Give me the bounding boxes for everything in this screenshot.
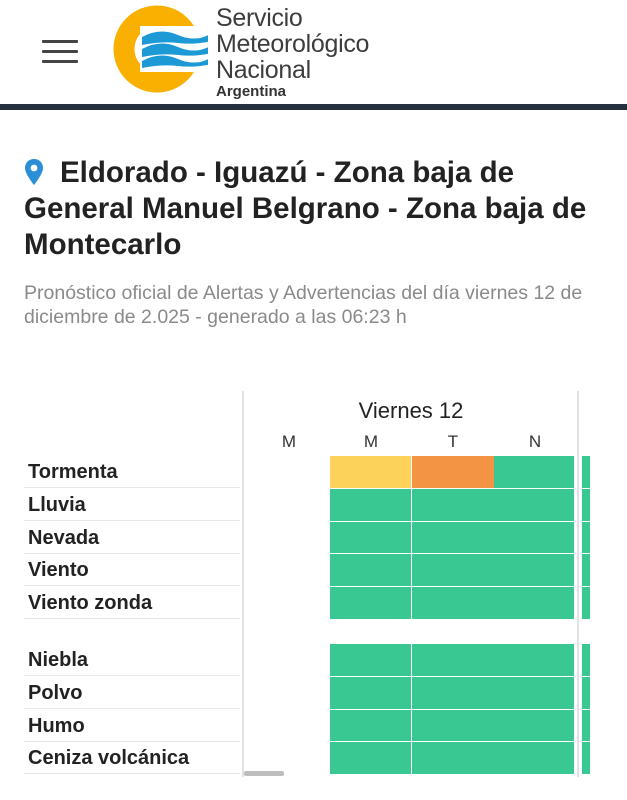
smn-logo-icon[interactable] <box>108 4 208 94</box>
alert-cell-verde[interactable] <box>412 489 494 521</box>
alert-cell-verde[interactable] <box>330 677 411 709</box>
org-name-line: Servicio <box>216 4 303 32</box>
alert-cell-verde[interactable] <box>412 710 494 741</box>
alert-cell-verde[interactable] <box>330 710 411 741</box>
alert-type-label: Ceniza volcánica <box>28 747 190 769</box>
row-separator <box>24 773 240 774</box>
alert-cell-verde[interactable] <box>330 644 411 676</box>
alert-cell-naranja[interactable] <box>412 456 494 488</box>
alert-row[interactable]: Viento zonda <box>24 587 242 619</box>
page-title: Eldorado - Iguazú - Zona baja de General… <box>24 155 614 263</box>
alert-cell-verde[interactable] <box>494 710 574 741</box>
org-name-line: Meteorológico <box>216 30 370 58</box>
next-day-cell[interactable] <box>582 587 590 619</box>
alert-type-label: Nevada <box>28 527 100 549</box>
row-separator <box>24 520 240 521</box>
alert-type-label: Lluvia <box>28 494 86 516</box>
alert-cell-verde[interactable] <box>494 742 574 774</box>
alert-cell-amarillo[interactable] <box>330 456 411 488</box>
alert-cell-verde[interactable] <box>494 489 574 521</box>
row-separator <box>24 741 240 742</box>
next-day-cell[interactable] <box>582 742 590 774</box>
alert-cell-verde[interactable] <box>412 522 494 553</box>
alert-type-label: Polvo <box>28 682 83 704</box>
alert-type-label: Viento zonda <box>28 592 153 614</box>
alert-cell-verde[interactable] <box>330 554 411 586</box>
period-label: M <box>363 432 379 451</box>
alert-cell-verde[interactable] <box>412 554 494 586</box>
grid-divider <box>577 391 579 777</box>
alert-cell-verde[interactable] <box>330 742 411 774</box>
alert-cell-verde[interactable] <box>494 554 574 586</box>
alert-row[interactable]: Ceniza volcánica <box>24 742 242 774</box>
period-label: T <box>447 432 459 451</box>
alert-row[interactable]: Niebla <box>24 644 242 676</box>
row-separator <box>24 585 240 586</box>
org-name-line: Nacional <box>216 56 311 84</box>
grid-divider <box>242 391 244 777</box>
next-day-cell[interactable] <box>582 456 590 488</box>
alert-cell-verde[interactable] <box>330 522 411 553</box>
day-header: Viernes 12 <box>358 398 464 423</box>
horizontal-scrollbar[interactable] <box>244 771 284 776</box>
org-name[interactable]: Servicio Meteorológico Nacional Argentin… <box>216 5 369 100</box>
alert-row[interactable]: Viento <box>24 554 242 586</box>
next-day-cell[interactable] <box>582 677 590 709</box>
location-pin-icon <box>25 159 43 185</box>
alert-cell-verde[interactable] <box>494 522 574 553</box>
period-label: N <box>528 432 542 451</box>
row-separator <box>24 675 240 676</box>
alert-cell-verde[interactable] <box>412 742 494 774</box>
row-separator <box>24 553 240 554</box>
alert-cell-verde[interactable] <box>494 644 574 676</box>
alert-cell-verde[interactable] <box>330 489 411 521</box>
row-separator <box>24 487 240 488</box>
period-label: M <box>281 432 297 451</box>
next-day-cell[interactable] <box>582 710 590 741</box>
location-title: Eldorado - Iguazú - Zona baja de General… <box>24 156 587 261</box>
next-day-cell[interactable] <box>582 522 590 553</box>
header-divider <box>0 104 627 110</box>
alert-cell-verde[interactable] <box>494 677 574 709</box>
alert-type-label: Niebla <box>28 649 89 671</box>
next-day-cell[interactable] <box>582 489 590 521</box>
alert-cell-verde[interactable] <box>330 587 411 619</box>
alert-row[interactable]: Lluvia <box>24 489 242 521</box>
alert-row[interactable]: Humo <box>24 710 242 742</box>
alert-cell-verde[interactable] <box>412 587 494 619</box>
row-separator <box>24 618 240 619</box>
site-header: Servicio Meteorológico Nacional Argentin… <box>0 0 627 104</box>
row-separator <box>24 708 240 709</box>
org-country: Argentina <box>216 83 287 100</box>
alert-row[interactable]: Tormenta <box>24 456 242 488</box>
next-day-cell[interactable] <box>582 554 590 586</box>
alert-cell-verde[interactable] <box>494 587 574 619</box>
next-day-cell[interactable] <box>582 644 590 676</box>
alert-type-label: Humo <box>28 715 85 737</box>
alert-row[interactable]: Nevada <box>24 522 242 554</box>
alert-row[interactable]: Polvo <box>24 677 242 709</box>
alert-cell-verde[interactable] <box>494 456 574 488</box>
forecast-subtitle: Pronóstico oficial de Alertas y Adverten… <box>24 282 583 328</box>
alert-type-label: Viento <box>28 559 89 581</box>
alert-cell-verde[interactable] <box>412 677 494 709</box>
hamburger-menu-icon[interactable] <box>42 40 78 64</box>
alert-cell-verde[interactable] <box>412 644 494 676</box>
alert-type-label: Tormenta <box>28 461 118 483</box>
